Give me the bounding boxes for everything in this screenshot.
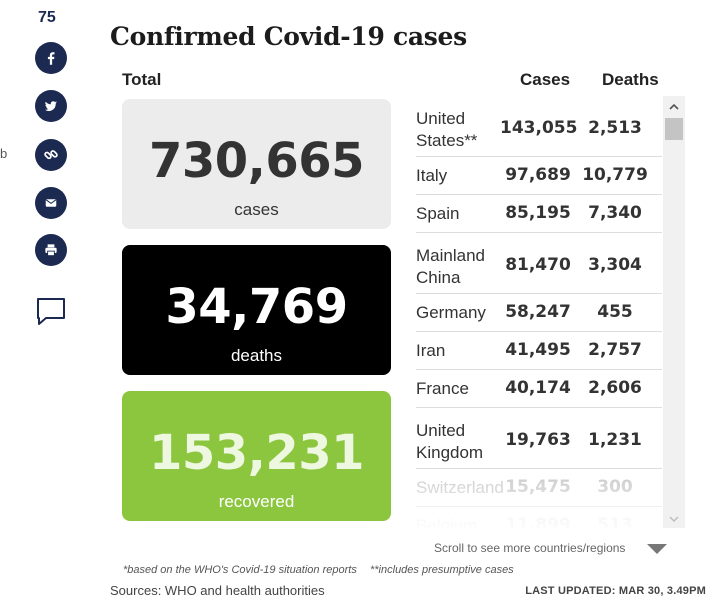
country-name: United Kingdom (416, 421, 484, 462)
chevron-down-icon (669, 516, 679, 522)
comment-icon (37, 298, 65, 325)
comment-button[interactable] (35, 296, 67, 328)
country-name: Germany (416, 303, 486, 322)
country-deaths: 300 (597, 477, 633, 497)
share-rail: 75 b (0, 0, 100, 612)
facebook-icon (47, 52, 55, 65)
table-row: Belgium 11,899 513 (416, 507, 662, 528)
print-button[interactable] (35, 234, 67, 266)
footnote-who: *based on the WHO's Covid-19 situation r… (123, 564, 357, 576)
table-row: Iran 41,495 2,757 (416, 332, 662, 370)
totals-heading: Total (122, 70, 162, 89)
table-row: Switzerland 15,475 300 (416, 469, 662, 507)
table-scrollbar[interactable] (663, 96, 685, 528)
scroll-thumb[interactable] (665, 118, 683, 140)
total-cases-card: 730,665 cases (122, 99, 391, 229)
country-cases: 97,689 (505, 165, 571, 185)
country-table[interactable]: United States** 143,055 2,513 Italy 97,6… (416, 96, 686, 528)
total-deaths-card: 34,769 deaths (122, 245, 391, 375)
table-row: Germany 58,247 455 (416, 294, 662, 332)
scroll-up-button[interactable] (663, 96, 685, 116)
total-recovered-value: 153,231 (148, 425, 365, 481)
cut-off-text: b (0, 146, 8, 161)
sources-text: Sources: WHO and health authorities (110, 583, 325, 598)
table-row: France 40,174 2,606 (416, 370, 662, 408)
email-share-button[interactable] (35, 187, 67, 219)
country-name: Italy (416, 166, 448, 185)
total-deaths-value: 34,769 (165, 279, 348, 335)
country-cases: 143,055 (500, 118, 578, 138)
country-deaths: 7,340 (588, 203, 642, 223)
chevron-up-icon (669, 103, 679, 110)
country-name: Spain (416, 204, 460, 223)
cases-column-header: Cases (520, 70, 571, 89)
country-cases: 58,247 (505, 302, 571, 322)
country-deaths: 2,606 (588, 378, 642, 398)
scroll-down-button[interactable] (663, 510, 685, 528)
country-name: Iran (416, 341, 446, 360)
total-recovered-card: 153,231 recovered (122, 391, 391, 521)
country-cases: 81,470 (505, 255, 571, 275)
country-deaths: 513 (597, 515, 633, 528)
country-deaths: 2,757 (588, 340, 642, 360)
country-cases: 11,899 (505, 515, 571, 528)
scroll-hint: Scroll to see more countries/regions (434, 541, 626, 555)
country-cases: 85,195 (505, 203, 571, 223)
table-row: United States** 143,055 2,513 (416, 96, 662, 157)
country-cases: 19,763 (505, 430, 571, 450)
share-count: 75 (38, 9, 56, 26)
country-cases: 15,475 (505, 477, 571, 497)
total-cases-label: cases (234, 200, 279, 219)
country-cases: 41,495 (505, 340, 571, 360)
table-row: United Kingdom 19,763 1,231 (416, 408, 662, 469)
country-cases: 40,174 (505, 378, 571, 398)
country-deaths: 1,231 (588, 430, 642, 450)
page-title: Confirmed Covid-19 cases (110, 22, 467, 51)
table-row: Spain 85,195 7,340 (416, 195, 662, 233)
email-icon (45, 199, 57, 207)
country-name: United States** (416, 109, 478, 150)
country-name: Switzerland (416, 478, 504, 497)
country-name: Belgium (416, 516, 478, 528)
facebook-share-button[interactable] (35, 42, 67, 74)
print-icon (45, 244, 57, 257)
scroll-down-arrow-icon[interactable] (647, 544, 667, 554)
last-updated: LAST UPDATED: MAR 30, 3.49PM (525, 585, 706, 597)
total-deaths-label: deaths (230, 346, 283, 365)
footnote-presumptive: **includes presumptive cases (370, 564, 514, 576)
table-row: Mainland China 81,470 3,304 (416, 233, 662, 294)
country-name: France (416, 379, 469, 398)
total-recovered-label: recovered (218, 492, 295, 511)
link-icon (44, 150, 58, 160)
country-name: Mainland China (416, 246, 485, 287)
country-deaths: 10,779 (582, 165, 648, 185)
country-deaths: 455 (597, 302, 633, 322)
deaths-column-header: Deaths (602, 70, 659, 89)
twitter-share-button[interactable] (35, 90, 67, 122)
table-row: Italy 97,689 10,779 (416, 157, 662, 195)
twitter-icon (45, 101, 57, 111)
country-deaths: 2,513 (588, 118, 642, 138)
total-cases-value: 730,665 (148, 133, 365, 189)
copy-link-button[interactable] (35, 139, 67, 171)
country-deaths: 3,304 (588, 255, 642, 275)
